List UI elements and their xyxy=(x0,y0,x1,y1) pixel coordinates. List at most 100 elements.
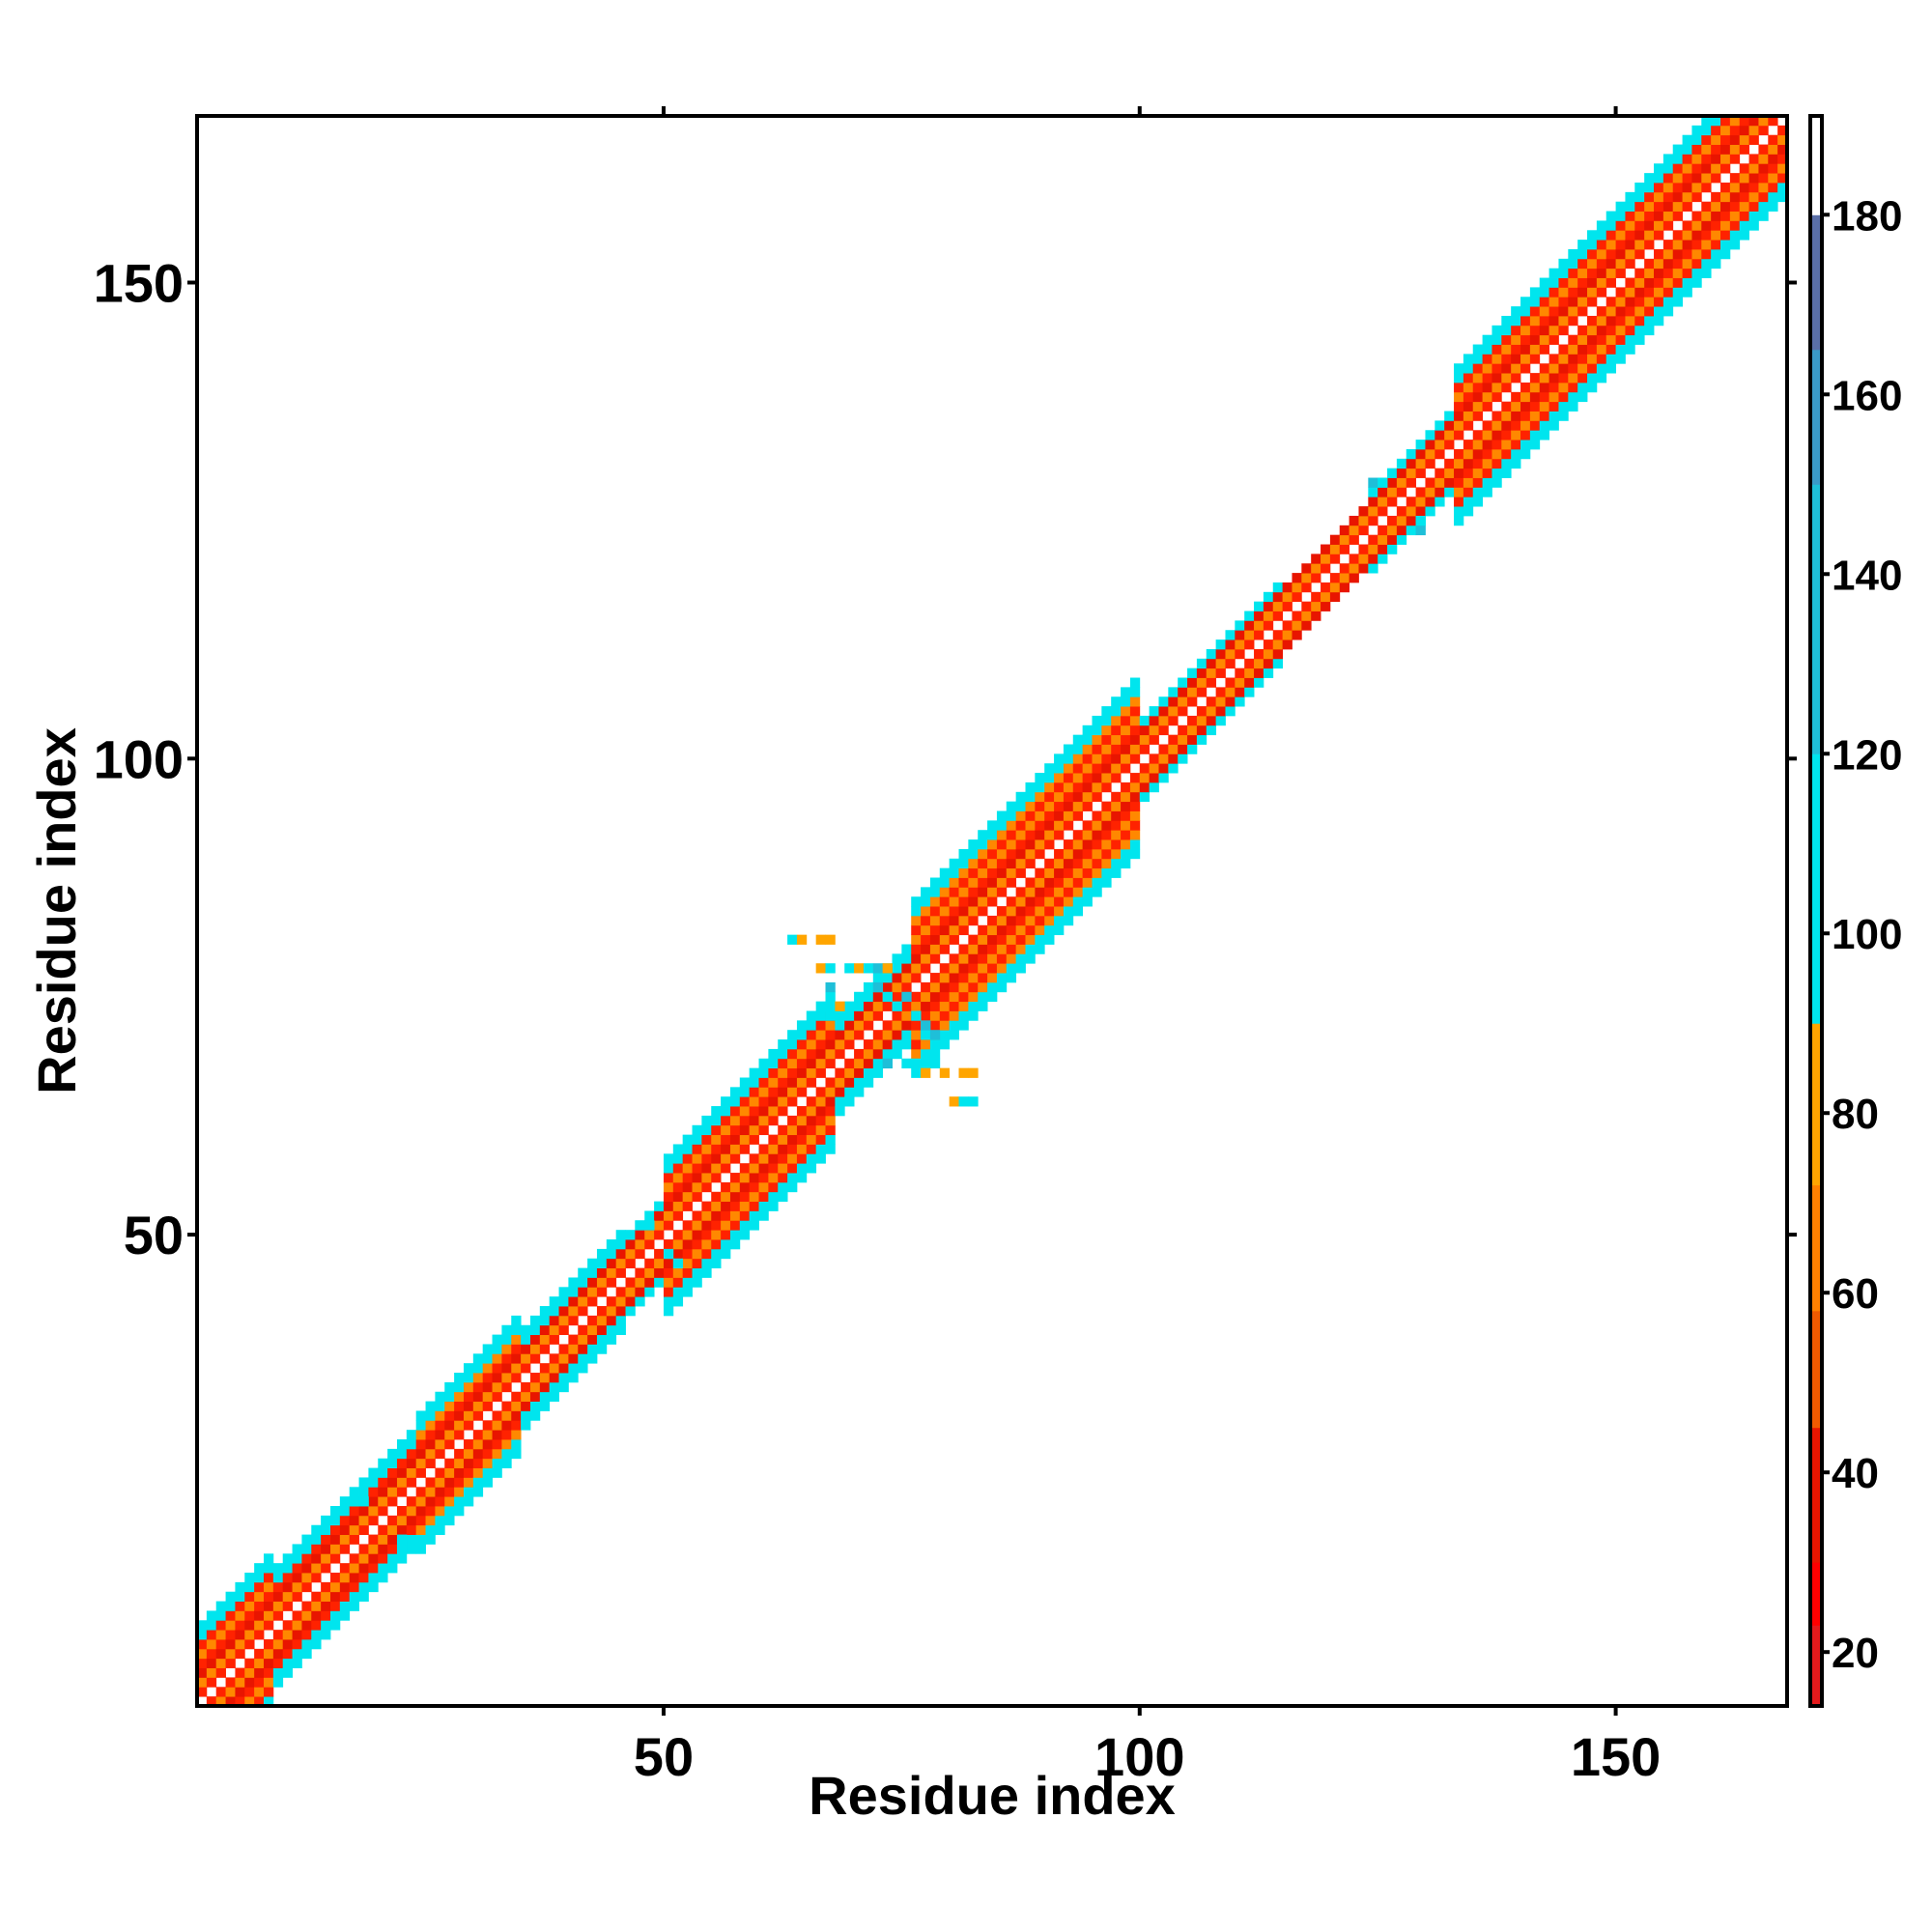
heatmap-cell xyxy=(739,1115,751,1126)
heatmap-cell xyxy=(796,1039,808,1050)
heatmap-cell xyxy=(1072,753,1084,764)
heatmap-cell xyxy=(1682,258,1692,270)
heatmap-cell xyxy=(558,1324,569,1336)
heatmap-cell xyxy=(987,867,998,878)
heatmap-cell xyxy=(1035,915,1045,926)
heatmap-cell xyxy=(1568,277,1578,288)
heatmap-cell xyxy=(921,915,931,926)
heatmap-cell xyxy=(711,1239,722,1250)
heatmap-cell xyxy=(1454,382,1464,393)
heatmap-cell xyxy=(711,1230,722,1240)
heatmap-cell xyxy=(501,1448,512,1460)
heatmap-cell xyxy=(1520,411,1531,421)
heatmap-cell xyxy=(472,1467,484,1478)
heatmap-cell xyxy=(749,1163,759,1174)
heatmap-cell xyxy=(635,1239,645,1250)
heatmap-cell xyxy=(1072,877,1084,888)
heatmap-cell xyxy=(1587,373,1598,384)
heatmap-cell xyxy=(929,973,941,983)
heatmap-cell xyxy=(1368,477,1378,488)
heatmap-cell xyxy=(329,1506,341,1517)
heatmap-cell xyxy=(1425,477,1435,488)
heatmap-cell xyxy=(292,1630,302,1640)
heatmap-cell xyxy=(901,1058,912,1069)
heatmap-cell xyxy=(701,1134,712,1145)
heatmap-cell xyxy=(796,1153,808,1164)
heatmap-cell xyxy=(1605,240,1616,250)
heatmap-cell xyxy=(787,1096,798,1107)
heatmap-cell xyxy=(349,1506,359,1517)
heatmap-cell xyxy=(568,1373,579,1383)
heatmap-cell xyxy=(929,887,941,897)
heatmap-cell xyxy=(929,906,941,917)
heatmap-cell xyxy=(1072,867,1084,878)
heatmap-cell xyxy=(197,1630,208,1640)
heatmap-cell xyxy=(729,1134,741,1145)
heatmap-cell xyxy=(1025,810,1036,821)
heatmap-cell xyxy=(329,1534,341,1545)
heatmap-cell xyxy=(1577,325,1588,336)
heatmap-cell xyxy=(1729,116,1741,127)
heatmap-cell xyxy=(701,1230,712,1240)
heatmap-cell xyxy=(492,1467,502,1478)
heatmap-cell xyxy=(644,1239,655,1250)
heatmap-cell xyxy=(1215,668,1226,678)
heatmap-cell xyxy=(1501,325,1512,336)
heatmap-cell xyxy=(235,1677,245,1688)
heatmap-cell xyxy=(1244,658,1255,669)
heatmap-cell xyxy=(1539,373,1549,384)
heatmap-cell xyxy=(844,1077,855,1088)
heatmap-cell xyxy=(349,1496,359,1507)
heatmap-cell xyxy=(587,1324,598,1336)
heatmap-cell xyxy=(558,1287,569,1297)
heatmap-cell xyxy=(454,1401,465,1411)
heatmap-cell xyxy=(1701,154,1712,164)
heatmap-cell xyxy=(1558,354,1569,364)
heatmap-cell xyxy=(521,1381,531,1393)
heatmap-cell xyxy=(1558,315,1569,327)
heatmap-cell xyxy=(1025,848,1036,860)
heatmap-cell xyxy=(1044,924,1055,936)
heatmap-cell xyxy=(1634,287,1645,298)
heatmap-cell xyxy=(806,1048,817,1060)
heatmap-cell xyxy=(815,1124,826,1136)
heatmap-cell xyxy=(1044,763,1055,774)
heatmap-cell xyxy=(501,1381,512,1393)
heatmap-cell xyxy=(358,1487,369,1497)
heatmap-cell xyxy=(321,1553,331,1564)
heatmap-cell xyxy=(282,1553,293,1564)
heatmap-cell xyxy=(892,1039,902,1050)
heatmap-cell xyxy=(1063,753,1074,764)
heatmap-cell xyxy=(692,1239,702,1250)
heatmap-cell xyxy=(358,1544,369,1554)
heatmap-cell xyxy=(1206,706,1217,717)
heatmap-cell xyxy=(1568,268,1578,278)
heatmap-cell xyxy=(625,1230,636,1240)
heatmap-cell xyxy=(1548,382,1559,393)
heatmap-cell xyxy=(1615,220,1626,231)
heatmap-cell xyxy=(1615,334,1626,345)
heatmap-cell xyxy=(721,1239,731,1250)
heatmap-cell xyxy=(739,1124,751,1136)
heatmap-cell xyxy=(1006,820,1017,831)
heatmap-cell xyxy=(815,1067,826,1078)
heatmap-cell xyxy=(501,1458,512,1468)
heatmap-cell xyxy=(1168,706,1179,717)
heatmap-cell xyxy=(1121,687,1131,697)
heatmap-cell xyxy=(1378,525,1388,536)
heatmap-cell xyxy=(1758,116,1769,127)
heatmap-cell xyxy=(806,1096,817,1107)
heatmap-cell xyxy=(1539,277,1549,288)
heatmap-cell xyxy=(825,1030,836,1040)
heatmap-cell xyxy=(1654,173,1664,184)
heatmap-cell xyxy=(1587,277,1598,288)
heatmap-cell xyxy=(1444,430,1455,440)
colorbar-bin xyxy=(1810,1562,1822,1626)
heatmap-cell xyxy=(1082,820,1093,831)
heatmap-cell xyxy=(1139,781,1151,793)
heatmap-cell xyxy=(825,1048,836,1060)
heatmap-cell xyxy=(206,1667,217,1678)
heatmap-cell xyxy=(901,1020,912,1031)
heatmap-cell xyxy=(1092,858,1102,869)
heatmap-cell xyxy=(929,896,941,907)
